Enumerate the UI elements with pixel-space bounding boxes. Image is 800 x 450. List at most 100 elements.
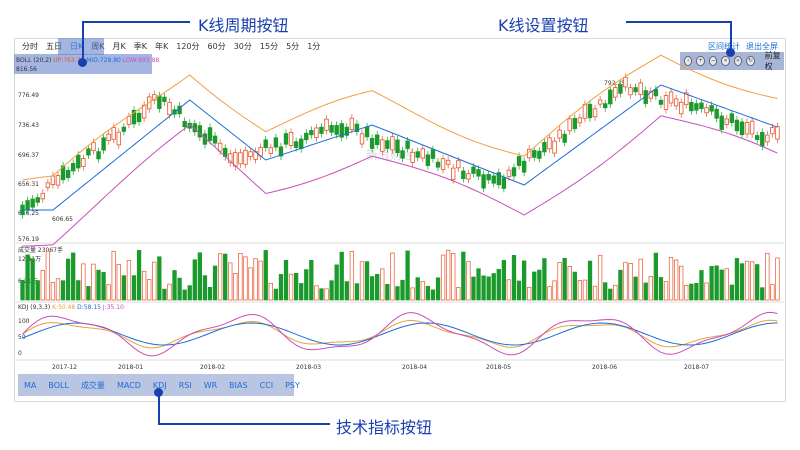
candle-body-149 — [775, 126, 780, 140]
volume-bar-53 — [288, 273, 294, 301]
period-tab-8[interactable]: 60分 — [207, 42, 226, 51]
volume-bar-99 — [521, 260, 527, 301]
candle-body-59 — [319, 126, 324, 134]
move-left-2-icon[interactable]: « — [721, 56, 730, 66]
volume-bar-57 — [309, 259, 314, 301]
indicator-tab-1[interactable]: BOLL — [48, 380, 69, 390]
volume-bar-72 — [385, 283, 390, 301]
volume-bar-120 — [628, 263, 633, 301]
price-label-5: 616.25 — [18, 210, 39, 217]
candle-body-52 — [283, 133, 289, 145]
candle-body-4 — [40, 192, 45, 200]
candle-body-60 — [324, 118, 329, 131]
volume-bar-39 — [217, 253, 223, 301]
candle-body-90 — [476, 169, 481, 177]
volume-bar-139 — [724, 268, 729, 301]
volume-bar-15 — [96, 269, 101, 301]
period-tab-12[interactable]: 1分 — [307, 42, 321, 51]
volume-bar-6 — [50, 282, 56, 301]
candle-body-142 — [739, 121, 745, 136]
candle-body-12 — [81, 158, 86, 167]
indicator-tab-2[interactable]: 成交量 — [80, 380, 105, 390]
indicator-tab-bar: MA BOLL 成交量 MACD KDJ RSI WR BIAS CCI PSY — [18, 374, 300, 396]
volume-bar-44 — [243, 256, 248, 301]
zoom-in-icon[interactable]: + — [696, 56, 705, 66]
connector-period-dot — [78, 58, 87, 67]
volume-bar-14 — [91, 263, 96, 301]
volume-bar-64 — [344, 281, 349, 301]
indicator-tab-5[interactable]: RSI — [178, 380, 192, 390]
connector-settings-h — [626, 21, 732, 23]
candle-body-132 — [689, 101, 694, 112]
period-tab-1[interactable]: 五日 — [46, 42, 62, 51]
candle-body-68 — [364, 126, 370, 138]
candle-body-88 — [466, 173, 471, 180]
exit-fullscreen-link[interactable]: 退出全屏 — [746, 42, 778, 51]
volume-bar-20 — [121, 275, 127, 301]
candle-body-91 — [481, 174, 486, 189]
candle-body-7 — [55, 175, 61, 186]
period-tab-5[interactable]: 季K — [133, 42, 147, 51]
period-tab-4[interactable]: 月K — [112, 42, 126, 51]
volume-bar-0 — [20, 279, 25, 301]
indicator-tab-6[interactable]: WR — [203, 380, 218, 390]
period-tab-9[interactable]: 30分 — [233, 42, 252, 51]
kdj-tick-100: 100 — [18, 318, 30, 325]
indicator-tab-8[interactable]: CCI — [259, 380, 274, 390]
indicator-tab-7[interactable]: BIAS — [229, 380, 248, 390]
volume-bar-94 — [496, 268, 501, 301]
candle-body-89 — [471, 166, 476, 174]
kdj-k-line — [22, 319, 778, 349]
period-tab-6[interactable]: 年K — [155, 42, 169, 51]
low-mark-label: 606.65 — [52, 216, 73, 223]
volume-bar-145 — [755, 264, 760, 301]
volume-bar-31 — [177, 277, 182, 301]
volume-bar-50 — [273, 288, 279, 301]
candle-body-28 — [162, 96, 167, 102]
move-left-icon[interactable]: ‹ — [684, 56, 693, 66]
candle-body-22 — [131, 109, 137, 125]
candle-body-50 — [273, 137, 279, 148]
candle-body-15 — [96, 151, 101, 160]
candle-body-143 — [744, 122, 750, 135]
refresh-icon[interactable]: ↻ — [746, 56, 755, 66]
candle-body-35 — [197, 125, 203, 138]
indicator-tab-4[interactable]: KDJ — [152, 380, 167, 390]
volume-bar-146 — [760, 287, 765, 301]
candle-body-17 — [106, 133, 111, 142]
volume-bar-34 — [192, 259, 197, 301]
volume-bar-118 — [618, 269, 623, 301]
indicator-tab-0[interactable]: MA — [24, 380, 37, 390]
period-tab-11[interactable]: 5分 — [286, 42, 300, 51]
volume-bar-96 — [506, 279, 512, 301]
volume-bar-18 — [111, 250, 116, 301]
volume-bar-17 — [106, 284, 111, 301]
zoom-out-icon[interactable]: − — [708, 56, 718, 66]
candle-body-86 — [456, 160, 461, 169]
volume-bar-101 — [532, 271, 537, 301]
volume-bar-46 — [253, 258, 258, 301]
candle-body-77 — [410, 151, 415, 163]
candle-body-110 — [577, 117, 583, 124]
indicator-tab-9[interactable]: PSY — [285, 380, 300, 390]
volume-bar-86 — [456, 287, 461, 301]
period-tab-10[interactable]: 15分 — [259, 42, 279, 51]
volume-title: 成交量 23067手 — [18, 247, 63, 254]
candle-body-109 — [572, 118, 577, 130]
volume-bar-30 — [172, 270, 177, 301]
candle-body-75 — [400, 150, 405, 159]
volume-bar-141 — [734, 258, 740, 301]
period-tab-0[interactable]: 分时 — [22, 42, 38, 51]
move-right-icon[interactable]: » — [733, 56, 743, 66]
candle-body-62 — [334, 125, 339, 135]
kdj-j-value: J:35.10 — [102, 304, 124, 311]
volume-bar-69 — [369, 276, 375, 301]
adjust-mode-button[interactable]: 前复权 — [764, 51, 781, 71]
indicator-tab-3[interactable]: MACD — [116, 380, 141, 390]
volume-bar-73 — [390, 252, 395, 301]
price-label-2: 736.43 — [18, 122, 39, 129]
volume-bar-108 — [567, 266, 572, 301]
range-stats-link[interactable]: 区间统计 — [708, 42, 740, 51]
volume-bar-132 — [689, 283, 694, 301]
period-tab-7[interactable]: 120分 — [176, 42, 200, 51]
